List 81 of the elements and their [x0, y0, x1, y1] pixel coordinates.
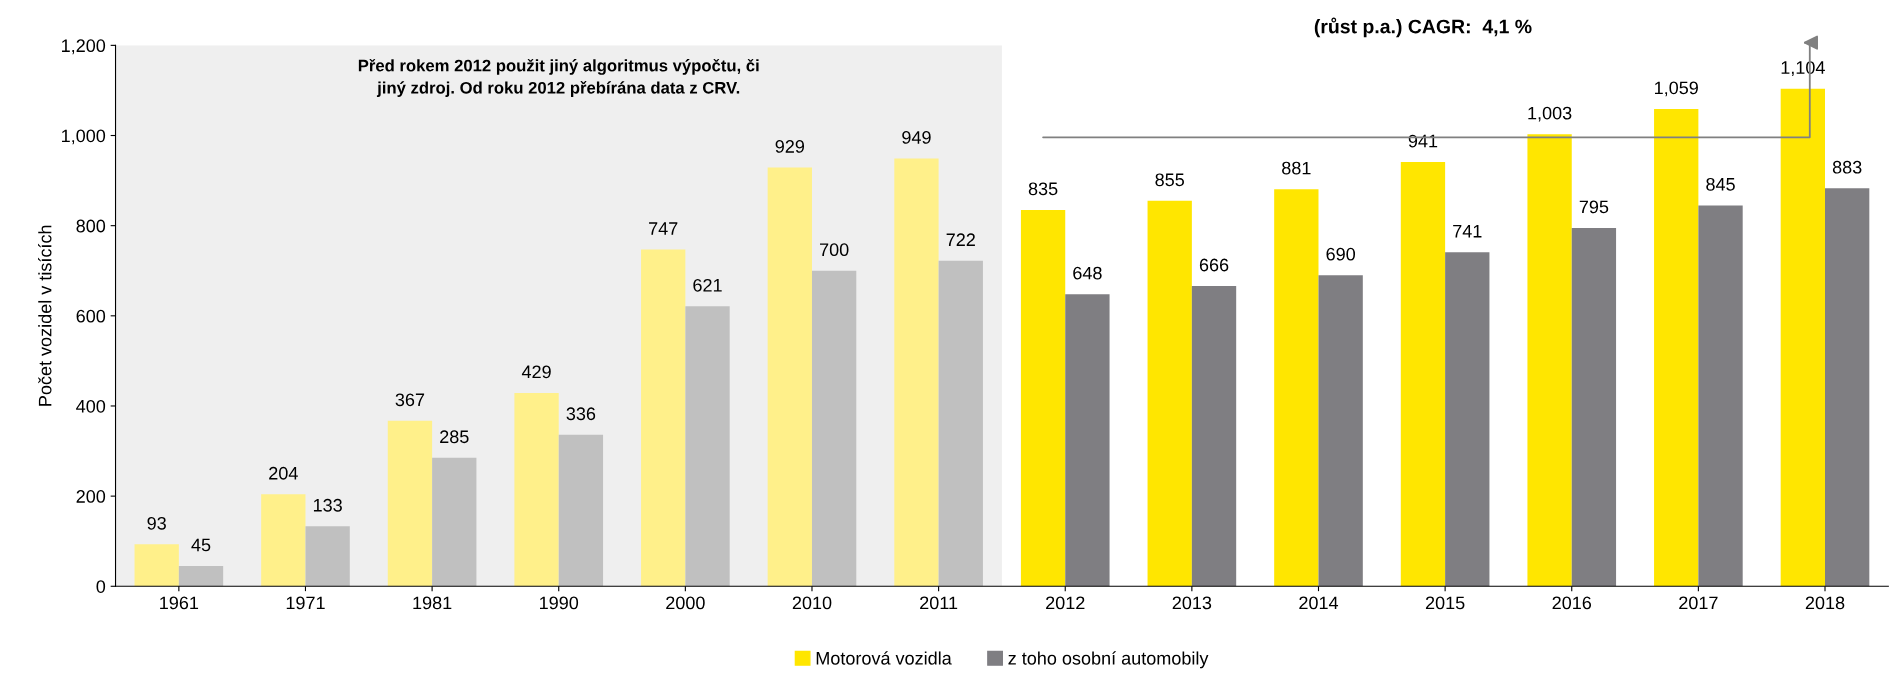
bar: [1274, 189, 1319, 587]
data-label: 881: [1282, 161, 1311, 175]
data-label: 93: [147, 516, 166, 530]
data-label: 949: [902, 131, 931, 144]
data-label: 1,003: [1528, 106, 1572, 122]
bar: [305, 526, 350, 587]
legend-label: z toho osobní automobily: [1008, 651, 1209, 669]
data-label: 367: [395, 393, 425, 407]
bar: [811, 270, 857, 587]
bar: [1065, 294, 1110, 587]
data-label: 336: [566, 407, 596, 421]
data-label: 621: [693, 278, 722, 292]
y-tick-label: 400: [76, 399, 106, 413]
bar: [432, 457, 477, 587]
data-label: 722: [946, 233, 975, 246]
bar: [1147, 200, 1192, 587]
y-tick-label: 600: [76, 309, 106, 323]
data-label: 285: [440, 430, 469, 444]
data-label: 883: [1832, 160, 1862, 174]
bar: [1654, 108, 1699, 587]
y-tick-label: 1,000: [62, 129, 106, 145]
bar: [1698, 205, 1743, 587]
band-label: Před rokem 2012 použit jiný algoritmus výpočtu, či jiný zdroj. Od roku 2012 přebírána data z CRV.: [358, 58, 759, 97]
data-label: 741: [1453, 224, 1482, 238]
bar: [387, 420, 433, 587]
bar: [938, 260, 983, 587]
bar: [1020, 209, 1066, 587]
data-label: 855: [1155, 173, 1185, 187]
bar: [1780, 88, 1825, 587]
bar: [894, 158, 939, 587]
x-tick-label: 2010: [792, 596, 832, 610]
x-tick-label: 2015: [1425, 596, 1465, 610]
bar: [685, 306, 730, 587]
text: (růst p.a.) CAGR: 4,1 %: [1314, 17, 1532, 38]
x-tick-label: 2014: [1299, 596, 1339, 610]
bar: [134, 544, 179, 587]
x-tick-label: 1981: [413, 596, 452, 610]
bar: [1318, 275, 1363, 587]
data-label: 429: [521, 365, 551, 379]
x-tick-label: 2000: [666, 596, 705, 610]
y-tick-label: 1,200: [62, 39, 106, 55]
data-label: 133: [313, 498, 342, 512]
data-label: 204: [269, 466, 298, 480]
bar: [1445, 252, 1490, 587]
x-tick-label: 2018: [1805, 596, 1845, 610]
data-label: 1,104: [1781, 61, 1825, 77]
x-tick-label: 2017: [1679, 596, 1718, 610]
data-label: 666: [1199, 258, 1229, 272]
bar: [558, 434, 604, 587]
data-label: 700: [820, 243, 849, 257]
y-tick-label: 200: [76, 490, 106, 503]
bar: [514, 392, 559, 587]
x-tick-label: 1990: [540, 596, 579, 610]
bar: [1825, 188, 1870, 587]
bar: [1527, 134, 1572, 587]
bar: [1191, 286, 1237, 587]
bar: [261, 494, 306, 587]
bar: [767, 167, 812, 587]
data-label: 835: [1028, 182, 1058, 196]
x-tick-label: 2012: [1046, 596, 1085, 610]
data-label: 747: [649, 222, 678, 235]
x-tick-label: 1971: [286, 596, 325, 610]
data-label: 690: [1326, 247, 1356, 261]
bar: [178, 566, 224, 587]
data-label: 845: [1706, 177, 1735, 191]
data-label: 795: [1579, 200, 1609, 214]
data-label: 648: [1073, 266, 1102, 280]
bar: [641, 249, 686, 587]
legend-label: Motorová vozidla: [816, 651, 952, 665]
y-tick-label: 800: [76, 219, 106, 233]
x-tick-label: 2011: [920, 596, 958, 610]
data-label: 45: [191, 538, 211, 552]
x-tick-label: 2013: [1172, 596, 1212, 610]
bar: [1400, 162, 1446, 587]
y-axis-title: Počet vozidel v tisících: [38, 225, 52, 406]
x-tick-label: 1961: [160, 596, 199, 610]
x-tick-label: 2016: [1552, 596, 1592, 610]
data-label: 929: [775, 140, 805, 153]
bar: [1571, 227, 1617, 587]
y-tick-label: 0: [96, 580, 106, 593]
data-label: 1,059: [1655, 81, 1698, 97]
